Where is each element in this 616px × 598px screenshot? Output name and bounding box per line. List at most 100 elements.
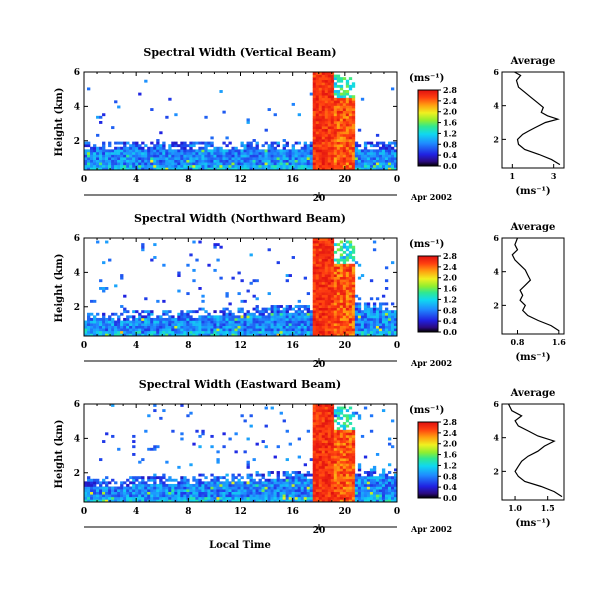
heatmap-cell: [240, 320, 244, 324]
heatmap-cell: [279, 149, 283, 153]
heatmap-cell: [306, 473, 311, 477]
heatmap-cell: [324, 411, 329, 415]
heatmap-cell: [240, 307, 244, 311]
heatmap-cell: [387, 491, 392, 495]
heatmap-cell: [93, 483, 97, 487]
heatmap-cell: [321, 276, 326, 280]
heatmap-cell: [321, 159, 326, 163]
heatmap-cell: [321, 108, 326, 111]
heatmap-cell: [177, 289, 181, 293]
heatmap-cell: [342, 77, 347, 81]
heatmap-cell: [348, 281, 353, 285]
heatmap-cell: [351, 167, 356, 171]
heatmap-cell: [192, 489, 196, 492]
heatmap-cell: [300, 333, 304, 337]
heatmap-cell: [267, 323, 271, 326]
heatmap-cell: [327, 427, 332, 431]
heatmap-cell: [144, 499, 148, 503]
heatmap-cell: [312, 128, 317, 132]
heatmap-cell: [312, 434, 317, 438]
heatmap-cell: [174, 164, 178, 168]
heatmap-cell: [87, 489, 91, 492]
heatmap-cell: [129, 494, 133, 498]
heatmap-cell: [315, 481, 320, 485]
heatmap-cell: [315, 128, 320, 132]
heatmap-cell: [198, 167, 202, 171]
heatmap-cell: [333, 305, 338, 308]
heatmap-cell: [384, 266, 389, 270]
heatmap-cell: [372, 328, 377, 332]
heatmap-cell: [315, 320, 320, 324]
heatmap-cell: [342, 453, 347, 456]
heatmap-cell: [285, 307, 289, 311]
heatmap-cell: [153, 489, 157, 492]
heatmap-cell: [279, 167, 283, 171]
heatmap-cell: [258, 328, 262, 332]
heatmap-cell: [342, 105, 347, 109]
heatmap-cell: [138, 167, 142, 171]
heatmap-cell: [192, 164, 196, 168]
heatmap-cell: [327, 491, 332, 495]
heatmap-cell: [270, 323, 274, 326]
heatmap-cell: [225, 473, 229, 477]
heatmap-cell: [333, 297, 338, 301]
heatmap-cell: [327, 110, 332, 114]
heatmap-cell: [102, 167, 106, 171]
heatmap-cell: [366, 141, 371, 145]
heatmap-cell: [270, 312, 274, 316]
heatmap-cell: [321, 100, 326, 104]
heatmap-cell: [378, 307, 383, 311]
heatmap-cell: [225, 162, 229, 166]
heatmap-cell: [240, 333, 244, 337]
heatmap-cell: [102, 328, 106, 332]
heatmap-cell: [246, 121, 250, 124]
heatmap-cell: [252, 164, 256, 168]
heatmap-cell: [84, 486, 88, 490]
heatmap-cell: [231, 323, 235, 326]
heatmap-cell: [327, 258, 332, 262]
heatmap-cell: [234, 151, 238, 155]
heatmap-cell: [336, 261, 341, 265]
heatmap-cell: [369, 141, 374, 145]
heatmap-cell: [300, 167, 304, 171]
heatmap-cell: [111, 434, 115, 438]
heatmap-cell: [384, 496, 389, 500]
heatmap-cell: [351, 256, 356, 259]
heatmap-cell: [336, 146, 341, 150]
heatmap-cell: [339, 320, 344, 324]
heatmap-cell: [339, 271, 344, 275]
heatmap-cell: [327, 121, 332, 124]
y-tick-label: 6: [74, 400, 80, 410]
heatmap-cell: [372, 317, 377, 321]
heatmap-cell: [333, 299, 338, 303]
panel-vertical-beam: Spectral Width (Vertical Beam) Height (k…: [54, 46, 565, 204]
heatmap-cell: [330, 411, 335, 415]
heatmap-cell: [171, 162, 175, 166]
heatmap-cell: [342, 256, 347, 259]
heatmap-cell: [159, 499, 163, 503]
heatmap-cell: [327, 486, 332, 490]
heatmap-cell: [84, 333, 88, 337]
x-tick-label: 4: [133, 341, 139, 351]
heatmap-cell: [360, 97, 365, 101]
heatmap-cell: [84, 164, 88, 168]
heatmap-cell: [297, 499, 301, 503]
heatmap-cell: [330, 416, 335, 420]
heatmap-cell: [120, 486, 124, 490]
heatmap-cell: [234, 320, 238, 324]
profile-y-tick-label: 2: [493, 300, 499, 310]
heatmap-cell: [255, 481, 259, 485]
heatmap-cell: [339, 131, 344, 135]
heatmap-cell: [135, 483, 139, 487]
heatmap-cell: [108, 157, 112, 160]
heatmap-cell: [327, 128, 332, 132]
heatmap-cell: [342, 92, 347, 96]
heatmap-cell: [177, 499, 181, 503]
heatmap-cell: [333, 115, 338, 119]
heatmap-cell: [306, 333, 311, 337]
heatmap-cell: [258, 491, 262, 495]
heatmap-cell: [228, 325, 232, 329]
heatmap-cell: [357, 157, 362, 160]
heatmap-cell: [348, 292, 353, 296]
heatmap-cell: [330, 149, 335, 153]
